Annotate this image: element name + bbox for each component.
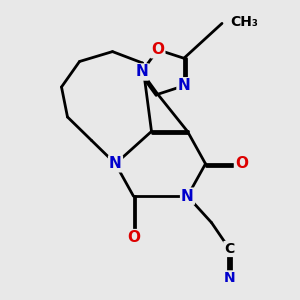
Text: O: O bbox=[235, 156, 248, 171]
Text: CH₃: CH₃ bbox=[230, 15, 258, 29]
Text: O: O bbox=[151, 42, 164, 57]
Text: O: O bbox=[127, 230, 140, 245]
Text: N: N bbox=[224, 272, 235, 285]
Text: N: N bbox=[135, 64, 148, 80]
Text: N: N bbox=[181, 189, 194, 204]
Text: N: N bbox=[109, 156, 122, 171]
Text: N: N bbox=[178, 78, 190, 93]
Text: C: C bbox=[224, 242, 235, 256]
